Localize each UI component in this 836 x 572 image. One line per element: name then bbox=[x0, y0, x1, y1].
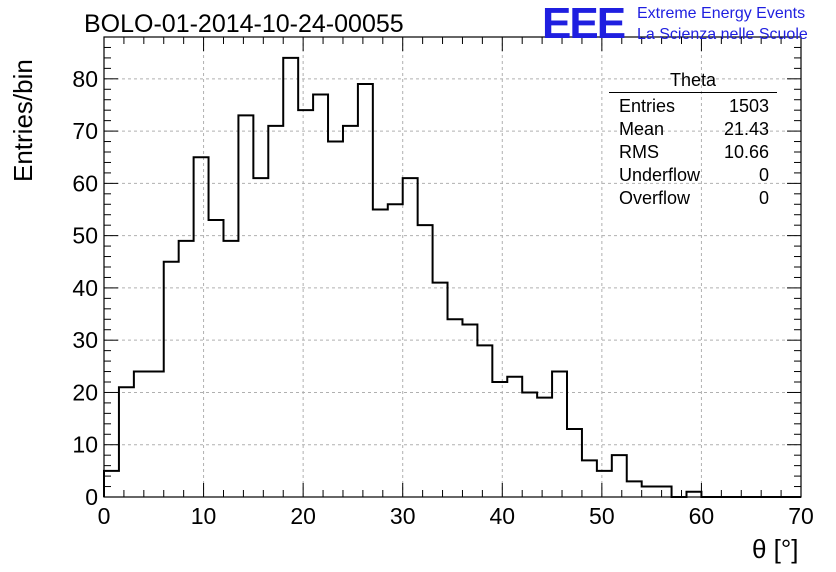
stats-row-entries: Entries 1503 bbox=[609, 95, 777, 118]
y-tick-label: 50 bbox=[72, 223, 98, 249]
y-tick-label: 10 bbox=[72, 432, 98, 458]
x-tick-label: 40 bbox=[489, 503, 515, 529]
y-tick-label: 0 bbox=[85, 484, 98, 510]
stats-value: 0 bbox=[758, 165, 769, 185]
stats-box: Theta Entries 1503 Mean 21.43 RMS 10.66 Und… bbox=[609, 70, 777, 210]
x-tick-label: 20 bbox=[290, 503, 316, 529]
x-tick-label: 0 bbox=[98, 503, 111, 529]
eee-logo: EEE bbox=[542, 0, 626, 48]
stats-row-overflow: Overflow 0 bbox=[609, 187, 777, 210]
y-tick-label: 20 bbox=[72, 379, 98, 405]
y-axis-label: Entries/bin bbox=[8, 59, 38, 182]
logo-caption-line1: Extreme Energy Events bbox=[637, 5, 806, 22]
stats-row-rms: RMS 10.66 bbox=[609, 141, 777, 164]
stats-label: RMS bbox=[619, 142, 659, 162]
stats-row-mean: Mean 21.43 bbox=[609, 118, 777, 141]
stats-title: Theta bbox=[609, 70, 777, 93]
stats-value: 1503 bbox=[728, 96, 769, 116]
logo-caption: Extreme Energy Events La Scienza nelle S… bbox=[637, 3, 808, 45]
histogram-series bbox=[103, 56, 801, 498]
stats-label: Mean bbox=[619, 119, 665, 139]
stats-row-underflow: Underflow 0 bbox=[609, 164, 777, 187]
x-tick-label: 30 bbox=[390, 503, 416, 529]
x-tick-label: 60 bbox=[689, 503, 715, 529]
stats-label: Overflow bbox=[619, 188, 691, 208]
stats-label: Entries bbox=[619, 96, 676, 116]
x-tick-label: 50 bbox=[589, 503, 615, 529]
logo-caption-line2: La Scienza nelle Scuole bbox=[637, 26, 808, 43]
y-tick-label: 40 bbox=[72, 275, 98, 301]
y-tick-label: 30 bbox=[72, 327, 98, 353]
y-tick-label: 60 bbox=[72, 170, 98, 196]
y-tick-label: 80 bbox=[72, 66, 98, 92]
stats-value: 21.43 bbox=[723, 119, 769, 139]
stats-label: Underflow bbox=[619, 165, 701, 185]
stats-value: 0 bbox=[758, 188, 769, 208]
x-tick-label: 10 bbox=[191, 503, 217, 529]
x-tick-label: 70 bbox=[788, 503, 814, 529]
x-axis-label: θ [°] bbox=[752, 534, 799, 564]
y-tick-label: 70 bbox=[72, 118, 98, 144]
chart-title: BOLO-01-2014-10-24-00055 bbox=[84, 10, 404, 38]
stats-value: 10.66 bbox=[723, 142, 769, 162]
